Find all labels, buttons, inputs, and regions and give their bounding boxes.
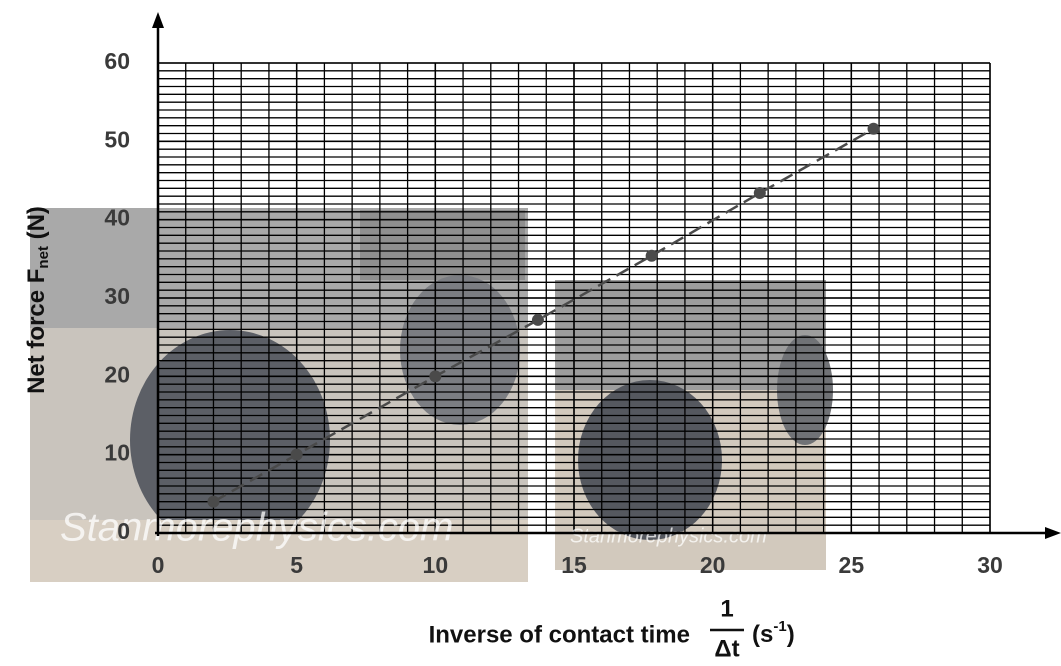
x-unit-close: )	[787, 621, 795, 648]
x-tick-label: 5	[290, 552, 303, 578]
y-tick-label: 60	[104, 48, 130, 74]
x-axis-arrow	[1045, 527, 1061, 539]
x-label-denominator: Δt	[714, 635, 739, 662]
watermark: Stanmorephysics.com	[60, 506, 453, 550]
y-tick-label: 20	[104, 361, 130, 387]
y-tick-label: 10	[104, 440, 130, 466]
x-label-unit: (s-1)	[752, 618, 795, 648]
x-tick-label: 15	[561, 552, 587, 578]
y-axis-arrow	[152, 12, 164, 28]
x-axis-label: Inverse of contact time	[429, 621, 690, 648]
x-tick-label: 10	[423, 552, 449, 578]
data-point	[429, 370, 442, 383]
x-unit-exp: -1	[773, 618, 786, 635]
data-point	[645, 249, 658, 262]
y-axis-label: Net force Fnet (N)	[23, 206, 52, 394]
y-label-sub: net	[35, 246, 52, 269]
x-label-numerator: 1	[720, 595, 733, 622]
x-unit-open: (s	[752, 621, 773, 648]
y-label-main: Net force F	[23, 269, 50, 394]
y-label-unit: (N)	[23, 206, 50, 246]
x-tick-label: 20	[700, 552, 726, 578]
y-tick-label: 0	[117, 518, 130, 544]
watermark: Stanmorephysics.com	[570, 525, 767, 547]
data-point	[207, 495, 220, 508]
data-point	[531, 313, 544, 326]
x-tick-label: 0	[152, 552, 165, 578]
data-point	[867, 122, 880, 135]
data-point	[753, 187, 766, 200]
y-tick-label: 30	[104, 283, 130, 309]
data-point	[290, 448, 303, 461]
x-tick-label: 30	[977, 552, 1003, 578]
x-tick-label: 25	[839, 552, 865, 578]
y-tick-label: 40	[104, 205, 130, 231]
y-tick-label: 50	[104, 126, 130, 152]
